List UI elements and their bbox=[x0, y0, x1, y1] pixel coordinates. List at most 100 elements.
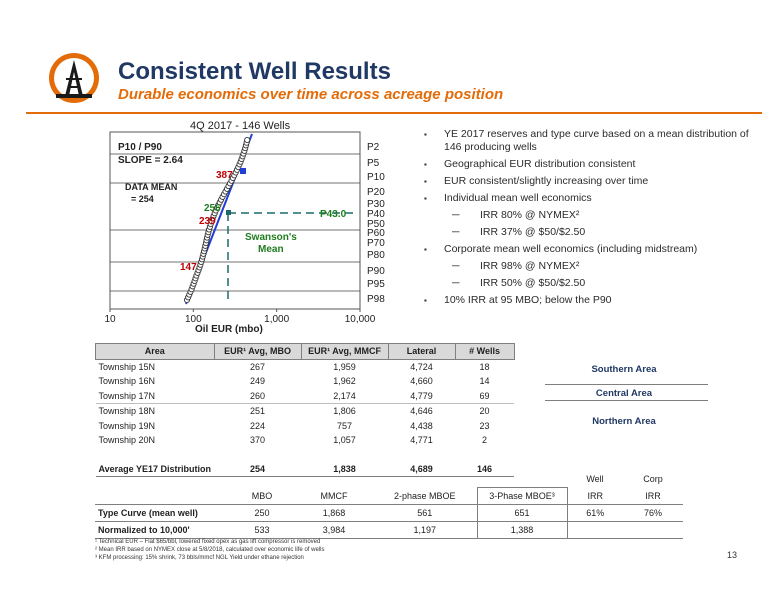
tc-cell bbox=[623, 521, 683, 539]
bullet-item: ▪ EUR consistent/slightly increasing over… bbox=[400, 175, 760, 188]
bullet-text: Individual mean well economics bbox=[444, 192, 592, 204]
percentile-label-p70: P70 bbox=[367, 238, 385, 249]
label-239: 239 bbox=[199, 216, 216, 227]
bullet-text: IRR 37% @ $50/$2.50 bbox=[480, 226, 586, 238]
tc-cell: Type Curve (mean well) bbox=[95, 504, 229, 522]
table-row: Township 16N 249 1,962 4,660 14 bbox=[96, 374, 515, 389]
percentile-label-p50: P50 bbox=[367, 219, 385, 230]
x-axis-label: Oil EUR (mbo) bbox=[195, 324, 263, 335]
table-cell: 18 bbox=[479, 361, 490, 372]
bullet-item: ▪ Geographical EUR distribution consisten… bbox=[400, 158, 760, 171]
sub-bullet-item: ─ IRR 37% @ $50/$2.50 bbox=[400, 226, 760, 239]
table-cell: 4,771 bbox=[410, 435, 433, 446]
bullet-text: IRR 50% @ $50/$2.50 bbox=[480, 277, 586, 289]
table-cell: 224 bbox=[250, 420, 266, 431]
table-cell: 757 bbox=[337, 420, 353, 431]
sub-bullet-item: ─ IRR 98% @ NYMEX² bbox=[400, 260, 760, 273]
bullet-marker: ▪ bbox=[424, 160, 427, 169]
data-point bbox=[244, 136, 251, 144]
table-cell: 20 bbox=[479, 406, 490, 417]
table-row: Township 17N 260 2,174 4,779 69 bbox=[95, 388, 515, 404]
percentile-label-p95: P95 bbox=[367, 279, 385, 290]
x-tick-label: 100 bbox=[185, 314, 202, 325]
table-cell: Township 15N bbox=[98, 361, 156, 372]
plot-area bbox=[109, 131, 361, 310]
tc-cell: 533 bbox=[229, 521, 295, 539]
bullet-item: ▪ Corporate mean well economics (includin… bbox=[400, 243, 760, 256]
township-table: Area EUR¹ Avg, MBO EUR¹ Avg, MMCF Latera… bbox=[95, 343, 515, 477]
table-cell: 1,962 bbox=[333, 376, 356, 387]
mean-note-1: DATA MEAN bbox=[125, 182, 177, 192]
bullet-item: ▪ Individual mean well economics bbox=[400, 192, 760, 205]
tc-col-mmcf: MMCF bbox=[320, 490, 348, 501]
table-cell: Township 20N bbox=[98, 435, 156, 446]
table-cell: Township 18N bbox=[98, 406, 156, 417]
col-lateral: Lateral bbox=[387, 343, 456, 360]
northern-area-label: Northern Area bbox=[592, 416, 656, 427]
table-cell: 4,660 bbox=[410, 376, 433, 387]
total-cell: 254 bbox=[214, 461, 302, 477]
tc-cell: 651 bbox=[476, 504, 568, 522]
tc-cell: 76% bbox=[623, 504, 683, 522]
table-cell: 23 bbox=[479, 420, 490, 431]
area-divider-2 bbox=[545, 400, 708, 401]
x-tick-label: 10,000 bbox=[345, 314, 376, 325]
central-area-label: Central Area bbox=[595, 388, 653, 399]
tc-cell: 250 bbox=[229, 504, 295, 522]
footnote: ² Mean IRR based on NYMEX close at 5/8/2… bbox=[95, 547, 325, 553]
bullet-marker: ▪ bbox=[424, 177, 427, 186]
tc-row: Normalized to 10,000' 533 3,984 1,197 1,388 bbox=[95, 521, 683, 539]
total-cell: 146 bbox=[455, 461, 515, 477]
tc-cell: 1,868 bbox=[295, 504, 373, 522]
label-p43: P43.0 bbox=[320, 209, 347, 220]
spacer-row bbox=[96, 448, 515, 462]
total-cell: 4,689 bbox=[388, 461, 456, 477]
tc-col-well-irr: IRR bbox=[587, 490, 604, 501]
title-rule bbox=[26, 112, 762, 114]
table-cell: 1,057 bbox=[333, 435, 356, 446]
swanson-label-1: Swanson's bbox=[245, 232, 297, 243]
footnote: ¹ Technical EUR – Flat $65/bbl, lowered … bbox=[95, 539, 321, 545]
marker-256 bbox=[226, 210, 231, 215]
percentile-label-p40: P40 bbox=[367, 209, 385, 220]
percentile-label-p2: P2 bbox=[367, 142, 380, 153]
table-cell: 260 bbox=[214, 388, 302, 404]
table-cell: 4,646 bbox=[410, 406, 433, 417]
label-147: 147 bbox=[180, 262, 197, 273]
table-cell: Township 17N bbox=[95, 388, 215, 404]
company-logo bbox=[49, 53, 99, 103]
table-cell: 4,438 bbox=[410, 420, 433, 431]
mean-note-2: = 254 bbox=[131, 194, 154, 204]
total-cell: Average YE17 Distribution bbox=[95, 461, 215, 477]
table-cell: 69 bbox=[455, 388, 515, 404]
swanson-label-2: Mean bbox=[258, 244, 284, 255]
table-cell: 267 bbox=[250, 361, 266, 372]
percentile-label-p10: P10 bbox=[367, 172, 385, 183]
table-row: Township 18N 251 1,806 4,646 20 bbox=[96, 404, 515, 419]
footnote: ³ KFM processing: 15% shrink, 73 bbls/mm… bbox=[95, 555, 304, 561]
table-cell: 2 bbox=[482, 435, 488, 446]
slope-note-1: P10 / P90 bbox=[118, 142, 162, 153]
bullet-text: EUR consistent/slightly increasing over … bbox=[444, 175, 649, 187]
percentile-label-p60: P60 bbox=[367, 228, 385, 239]
table-row: Township 19N 224 757 4,438 23 bbox=[96, 419, 515, 434]
page-subtitle: Durable economics over time across acrea… bbox=[118, 86, 504, 103]
tc-cell bbox=[567, 521, 623, 539]
bullet-text: YE 2017 reserves and type curve based on… bbox=[444, 128, 749, 153]
type-curve-table: Well Corp MBO MMCF 2-phase MBOE 3-Phase … bbox=[95, 471, 683, 539]
bullet-text: IRR 98% @ NYMEX² bbox=[480, 260, 580, 272]
tc-col-3phase: 3-Phase MBOE³ bbox=[476, 487, 568, 505]
tc-col-2phase: 2-phase MBOE bbox=[393, 490, 456, 501]
table-cell: 249 bbox=[250, 376, 266, 387]
table-row: Township 20N 370 1,057 4,771 2 bbox=[96, 433, 515, 448]
tc-cell: 61% bbox=[567, 504, 623, 522]
percentile-label-p90: P90 bbox=[367, 266, 385, 277]
sub-bullet-item: ─ IRR 80% @ NYMEX² bbox=[400, 209, 760, 222]
bullet-text: IRR 80% @ NYMEX² bbox=[480, 209, 580, 221]
bullet-marker: ─ bbox=[452, 260, 460, 272]
label-387: 387 bbox=[216, 170, 233, 181]
col-wells: # Wells bbox=[454, 343, 515, 360]
table-cell: 1,806 bbox=[333, 406, 356, 417]
total-cell: 1,838 bbox=[301, 461, 389, 477]
